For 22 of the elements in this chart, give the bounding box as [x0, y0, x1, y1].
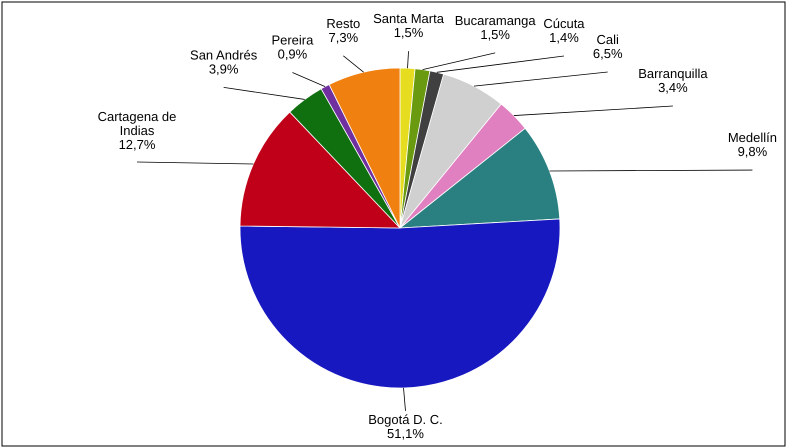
slice-label: Bogotá D. C.: [368, 412, 443, 427]
data-label: 7,3%: [328, 30, 359, 45]
data-label: 3,4%: [658, 80, 688, 96]
data-label: 51,1%: [387, 426, 424, 441]
slice-label: Cúcuta: [543, 16, 586, 31]
slice-label: Pereira: [271, 32, 314, 48]
slice-label: San Andrés: [190, 47, 258, 62]
data-label: 1,5%: [480, 26, 510, 42]
slice-label: Barranquilla: [638, 66, 708, 82]
slice-label: Resto: [326, 16, 360, 31]
data-label: 9,8%: [738, 144, 768, 160]
data-label: 0,9%: [278, 46, 308, 62]
slice-label: Cartagena de Indias: [98, 108, 176, 138]
data-label: 1,5%: [394, 25, 424, 40]
slice-label: Bucaramanga: [454, 12, 536, 28]
slice-label: Cali: [596, 32, 620, 47]
slice-label: Santa Marta: [373, 11, 445, 26]
data-label: 1,4%: [549, 30, 580, 45]
data-label: 3,9%: [208, 61, 239, 76]
data-label: 12,7%: [118, 136, 156, 152]
data-label: 6,5%: [592, 46, 623, 61]
slice-label: Medellín: [728, 130, 777, 146]
